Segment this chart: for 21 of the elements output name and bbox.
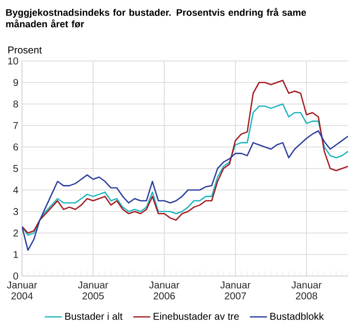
y-tick-label: 9: [13, 78, 18, 86]
y-tick-label: 7: [13, 122, 18, 129]
y-tick-label: 4: [13, 186, 18, 194]
x-tick-label: Januar 2004: [6, 282, 38, 300]
y-tick-label: 1: [14, 251, 18, 258]
y-tick-label: 2: [13, 230, 18, 236]
y-tick-label: 8: [13, 100, 18, 108]
x-tick-label: Januar 2006: [149, 282, 180, 300]
legend-label: Einebustader av tre: [154, 312, 239, 320]
chart-title: Byggjekostnadsindeks for bustader. Prosentvis endring frå same månaden året før: [6, 8, 306, 28]
y-tick-label: 3: [13, 208, 18, 216]
y-tick-label: 10: [8, 57, 18, 65]
x-tick-label: Januar 2005: [78, 282, 108, 300]
x-tick-label: Januar 2007: [220, 282, 250, 300]
legend-label: Bustadblokk: [270, 312, 324, 320]
x-tick-label: Januar 2008: [291, 282, 322, 300]
y-tick-label: 5: [13, 165, 18, 172]
y-axis-title: Prosent: [8, 46, 42, 54]
legend-label: Bustader i alt: [65, 312, 123, 320]
y-tick-label: 6: [13, 143, 18, 151]
y-tick-label: 0: [13, 272, 18, 280]
